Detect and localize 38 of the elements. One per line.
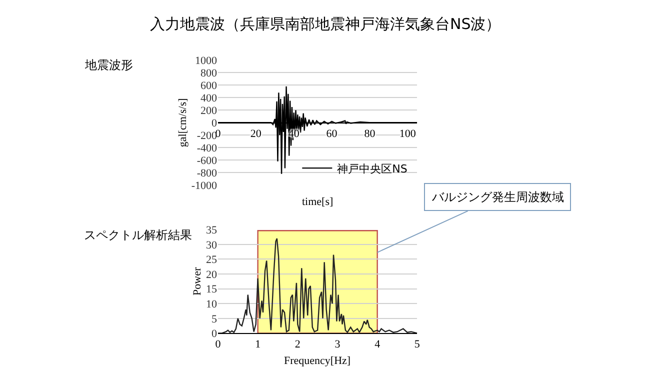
- chart-subtitle: スペクトル解析結果: [84, 228, 192, 242]
- y-tick-label: 1000: [194, 55, 218, 68]
- x-tick-label: 1: [255, 338, 261, 350]
- band-label: バルジング発生周波数域: [431, 190, 564, 204]
- y-tick-label: 10: [206, 298, 218, 310]
- x-tick-label: 2: [294, 338, 300, 350]
- x-axis-title: Frequency[Hz]: [284, 355, 351, 367]
- y-tick-label: -200: [196, 130, 218, 142]
- y-tick-label: -600: [196, 154, 218, 167]
- y-axis-title: gal[cm/s/s]: [176, 98, 189, 148]
- legend-label: 神戸中央区NS: [337, 162, 408, 176]
- y-tick-label: -400: [196, 142, 218, 154]
- x-tick-label: 80: [364, 128, 376, 140]
- y-tick-label: 0: [211, 117, 218, 130]
- chart-title: 入力地震波（兵庫県南部地震神戸海洋気象台NS波）: [150, 15, 501, 33]
- text: 地震波形: [84, 58, 133, 72]
- y-tick-label: 5: [211, 313, 218, 326]
- y-tick-label: 35: [206, 224, 218, 236]
- y-tick-label: 25: [206, 254, 218, 266]
- x-tick-label: 4: [374, 338, 381, 350]
- y-tick-label: -800: [196, 167, 218, 180]
- y-tick-label: 800: [200, 68, 218, 80]
- y-tick-label: 20: [206, 268, 218, 281]
- y-axis-title: Power: [192, 267, 204, 296]
- x-axis-title: time[s]: [302, 196, 334, 208]
- x-tick-label: 5: [414, 338, 420, 350]
- y-tick-label: 15: [206, 284, 218, 296]
- y-tick-label: 30: [206, 239, 218, 252]
- line-series: [218, 238, 418, 334]
- y-tick-label: 400: [200, 92, 218, 105]
- y-tick-label: -1000: [191, 180, 218, 192]
- x-tick-label: 20: [250, 128, 262, 140]
- y-tick-label: 600: [200, 80, 218, 92]
- x-tick-label: 3: [334, 338, 341, 350]
- y-tick-label: 0: [211, 328, 218, 340]
- x-tick-label: 100: [399, 128, 416, 140]
- y-tick-label: 200: [200, 104, 218, 117]
- x-tick-label: 60: [326, 128, 338, 140]
